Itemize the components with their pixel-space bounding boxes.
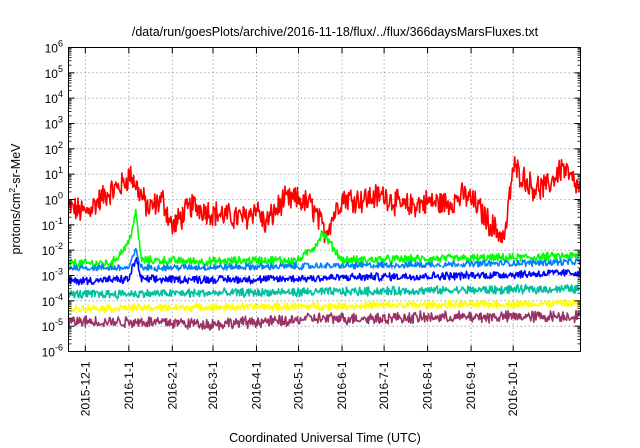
x-tick-label: 2016-3-1 [206, 361, 220, 409]
y-tick-label: 102 [45, 140, 63, 157]
y-tick-base: 10 [42, 270, 56, 284]
y-tick-label: 106 [45, 39, 63, 56]
y-tick-base: 10 [45, 143, 59, 157]
y-tick-exp: -3 [55, 267, 63, 277]
y-tick-base: 10 [42, 320, 56, 334]
y-tick-base: 10 [45, 67, 59, 81]
series-line [67, 283, 581, 300]
y-tick-base: 10 [45, 118, 59, 132]
series-line [67, 156, 582, 244]
x-tick-labels: 2015-12-1 2016-1-1 2016-2-1 2016-3-1 2016-4-… [78, 361, 520, 416]
y-tick-label: 103 [45, 115, 63, 132]
y-tick-label: 10-3 [42, 267, 63, 284]
y-axis-label-sup: 2 [7, 188, 17, 193]
y-tick-exp: 1 [58, 165, 63, 175]
x-tick-label: 2016-10-1 [506, 361, 520, 416]
x-tick-label: 2016-8-1 [421, 361, 435, 409]
y-tick-exp: 4 [58, 89, 63, 99]
y-tick-label: 100 [45, 191, 63, 208]
x-tick-label: 2016-1-1 [122, 361, 136, 409]
y-tick-label: 101 [45, 165, 63, 182]
y-tick-exp: -1 [55, 216, 63, 226]
series-line [67, 309, 582, 331]
x-tick-label: 2016-7-1 [377, 361, 391, 409]
y-tick-exp: -4 [55, 292, 63, 302]
series-line [67, 256, 582, 286]
series-line [68, 208, 582, 270]
y-tick-label: 10-4 [42, 292, 63, 309]
y-tick-exp: -2 [55, 241, 63, 251]
y-tick-base: 10 [45, 92, 59, 106]
y-tick-exp: 2 [58, 140, 63, 150]
x-axis-label: Coordinated Universal Time (UTC) [229, 431, 421, 445]
y-tick-label: 10-1 [42, 216, 63, 233]
x-tick-label: 2016-2-1 [165, 361, 179, 409]
series-group [67, 156, 582, 331]
y-tick-label: 105 [45, 64, 63, 81]
y-tick-base: 10 [42, 346, 56, 360]
y-tick-label: 10-5 [42, 317, 63, 334]
y-tick-label: 104 [45, 89, 63, 106]
y-axis-label: protons/cm2-sr-MeV [7, 143, 23, 255]
y-tick-base: 10 [45, 168, 59, 182]
y-tick-exp: 0 [58, 191, 63, 201]
x-tick-label: 2016-5-1 [292, 361, 306, 409]
tick-marks [68, 47, 581, 352]
chart-title: /data/run/goesPlots/archive/2016-11-18/f… [132, 25, 539, 39]
x-tick-label: 2016-4-1 [249, 361, 263, 409]
y-tick-labels: 10-610-510-410-310-210-11001011021031041… [42, 39, 63, 360]
series-line [67, 298, 582, 313]
y-tick-base: 10 [42, 219, 56, 233]
series-line [67, 264, 582, 277]
y-axis-label-rest: -sr-MeV [9, 143, 23, 188]
y-tick-label: 10-2 [42, 241, 63, 258]
y-tick-exp: -5 [55, 317, 63, 327]
y-tick-label: 10-6 [42, 343, 63, 360]
y-tick-base: 10 [42, 244, 56, 258]
y-tick-base: 10 [42, 295, 56, 309]
y-tick-exp: 6 [58, 39, 63, 49]
y-tick-base: 10 [45, 194, 59, 208]
x-tick-label: 2015-12-1 [78, 361, 92, 416]
y-tick-exp: 3 [58, 115, 63, 125]
y-tick-base: 10 [45, 42, 59, 56]
x-tick-label: 2016-6-1 [335, 361, 349, 409]
y-tick-exp: 5 [58, 64, 63, 74]
y-axis-label-base: protons/cm [9, 193, 23, 255]
series-line [67, 248, 582, 273]
x-tick-label: 2016-9-1 [464, 361, 478, 409]
y-tick-exp: -6 [55, 343, 63, 353]
